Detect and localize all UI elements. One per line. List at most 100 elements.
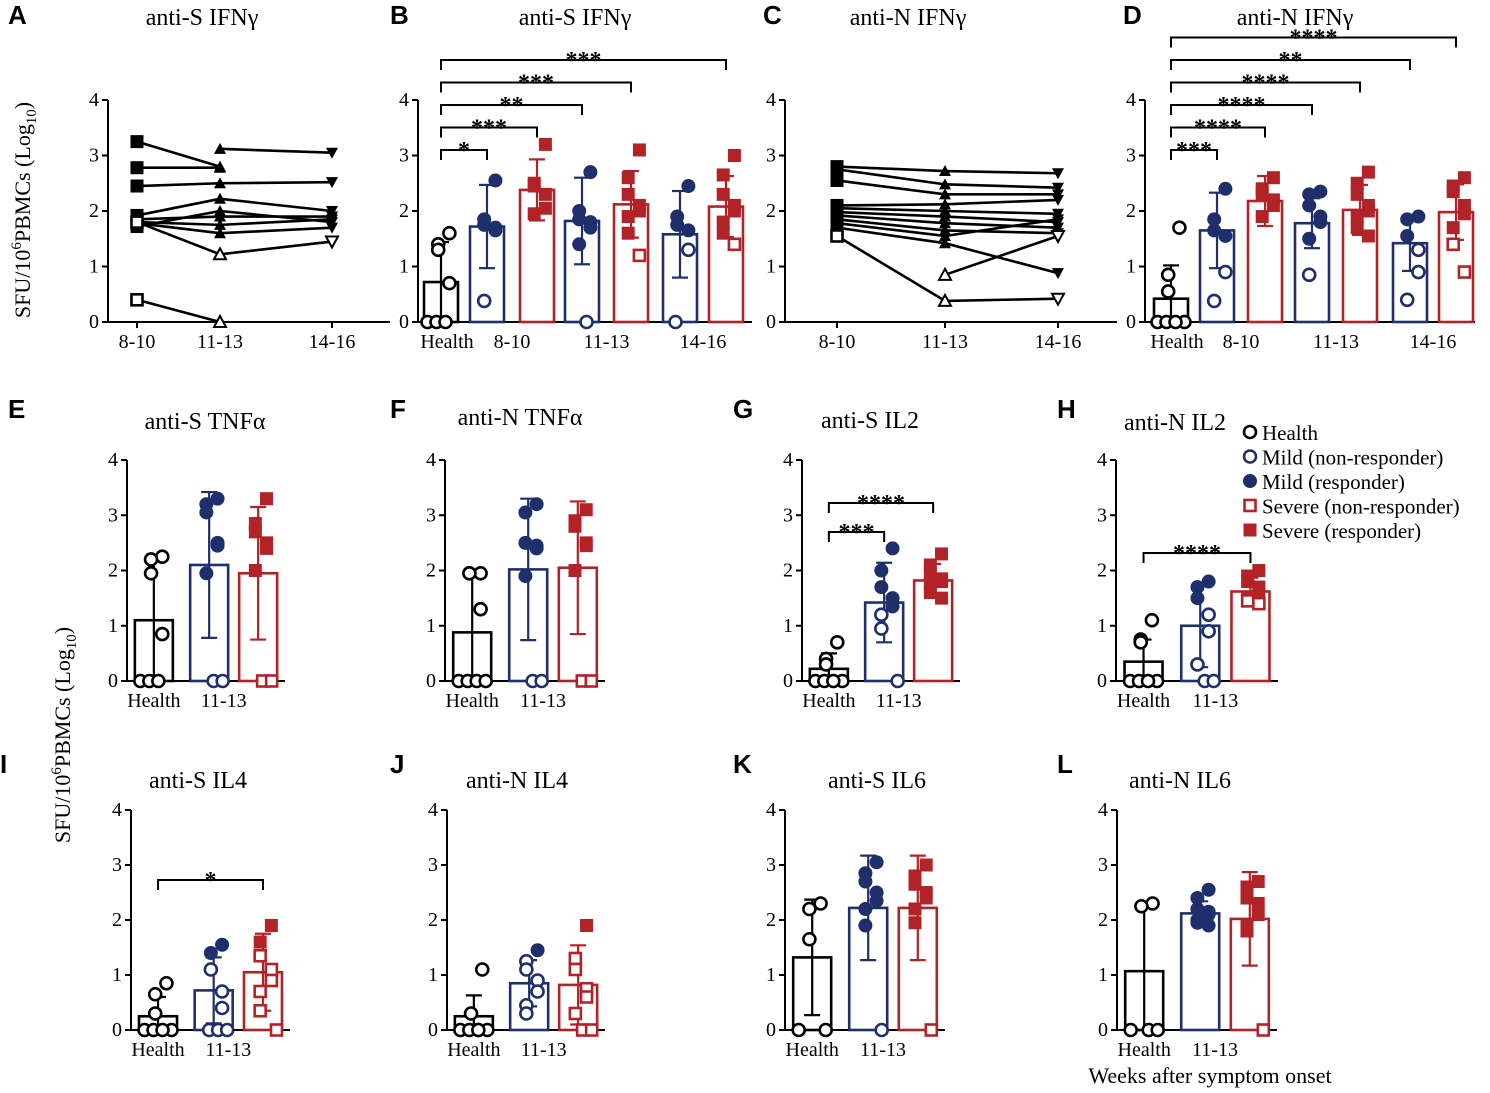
data-point-F-1-4 — [529, 541, 544, 556]
series-point-A-0-0 — [130, 135, 144, 149]
data-point-D-3-6 — [1301, 267, 1317, 283]
y-tick-label-H-2: 2 — [1097, 560, 1107, 582]
y-tick-label-G-0: 0 — [783, 670, 793, 692]
legend-label-2: Mild (responder) — [1262, 470, 1405, 494]
data-point-B-1-0 — [488, 173, 503, 188]
data-point-K-2-2 — [908, 877, 922, 891]
data-point-K-0-4 — [791, 1022, 807, 1038]
data-point-J-0-1 — [463, 1006, 479, 1021]
x-tick-label-K-0: Health — [786, 1039, 839, 1061]
x-tick-label-A-0: 8-10 — [119, 331, 156, 353]
data-point-I-0-1 — [147, 986, 163, 1002]
y-tick-label-L-4: 4 — [1098, 799, 1108, 821]
data-point-H-1-0 — [1201, 574, 1216, 589]
data-point-G-1-5 — [874, 607, 889, 623]
series-line-A-2 — [136, 181, 221, 188]
series-point-C-10-0 — [830, 229, 844, 243]
series-line-C-3 — [836, 203, 946, 207]
data-point-L-2-3 — [1251, 897, 1265, 910]
data-point-E-0-2 — [143, 565, 159, 581]
data-point-D-2-2 — [1255, 187, 1269, 201]
data-point-F-2-2 — [568, 519, 582, 533]
data-point-D-5-2 — [1400, 228, 1415, 243]
series-line-C-11 — [944, 234, 1059, 277]
series-point-C-7-1 — [939, 224, 951, 236]
x-tick-label-K-1: 11-13 — [860, 1039, 906, 1061]
series-line-C-9 — [944, 241, 1059, 275]
series-point-A-9-1 — [212, 313, 228, 328]
y-tick-label-D-2: 2 — [1126, 200, 1136, 222]
data-point-B-6-1 — [716, 168, 730, 182]
x-tick-label-H-1: 11-13 — [1192, 690, 1238, 712]
data-point-D-5-4 — [1411, 264, 1426, 280]
data-point-D-5-1 — [1400, 212, 1415, 227]
series-point-C-10-2 — [1050, 292, 1066, 307]
data-point-L-0-3 — [1150, 1022, 1165, 1038]
significance-label-H-0: **** — [1173, 541, 1221, 567]
y-tick-label-A-4: 4 — [89, 89, 99, 111]
data-point-D-6-0 — [1457, 171, 1471, 185]
data-point-G-1-4 — [885, 599, 900, 614]
y-tick-label-F-0: 0 — [426, 670, 436, 692]
data-point-B-6-5 — [716, 215, 730, 229]
data-point-L-2-2 — [1240, 891, 1254, 905]
series-point-C-4-2 — [1052, 208, 1064, 220]
data-point-H-0-2 — [1133, 635, 1149, 650]
x-tick-label-C-2: 14-16 — [1035, 331, 1082, 353]
panel-title-B: anti-S IFNγ — [519, 5, 632, 31]
data-point-L-1-0 — [1201, 882, 1216, 897]
data-point-J-1-2 — [519, 962, 534, 977]
data-point-H-1-3 — [1201, 607, 1216, 623]
panel-title-D: anti-N IFNγ — [1237, 5, 1354, 31]
series-point-A-8-2 — [324, 235, 340, 250]
data-point-K-1-5 — [858, 902, 873, 916]
data-point-D-5-3 — [1411, 242, 1426, 258]
y-axis-label-top: SFU/106PBMCs (Log10) — [9, 102, 40, 318]
y-tick-label-C-4: 4 — [766, 89, 776, 111]
series-point-C-11-2 — [1050, 229, 1066, 245]
series-point-C-5-1 — [939, 210, 951, 222]
data-point-L-0-4 — [1123, 1022, 1138, 1038]
data-point-B-2-3 — [538, 187, 552, 201]
y-tick-label-C-2: 2 — [766, 200, 776, 222]
data-point-F-0-3 — [473, 601, 488, 617]
data-point-I-1-0 — [215, 937, 230, 952]
data-point-K-1-6 — [858, 918, 873, 933]
significance-label-I-0: * — [205, 868, 217, 894]
y-tick-label-J-3: 3 — [428, 854, 438, 876]
series-point-A-5-1 — [214, 218, 226, 230]
panel-label-K: K — [733, 749, 752, 779]
y-tick-label-H-1: 1 — [1097, 615, 1107, 637]
data-point-L-2-1 — [1240, 880, 1254, 894]
y-tick-label-J-4: 4 — [428, 799, 438, 821]
series-line-C-5 — [836, 210, 946, 218]
data-point-D-6-5 — [1446, 221, 1460, 235]
y-axis-label-middle: SFU/106PBMCs (Log10) — [49, 627, 80, 843]
data-point-D-1-2 — [1207, 223, 1222, 238]
data-point-I-2-0 — [264, 919, 278, 932]
x-tick-label-A-2: 14-16 — [309, 331, 356, 353]
significance-label-B-4: *** — [566, 48, 602, 74]
data-point-D-4-6 — [1350, 221, 1364, 235]
y-tick-label-I-4: 4 — [112, 799, 122, 821]
y-tick-label-B-4: 4 — [399, 89, 409, 111]
data-point-B-4-5 — [621, 210, 635, 224]
series-line-C-1 — [836, 168, 946, 186]
y-tick-label-B-2: 2 — [399, 200, 409, 222]
series-point-C-9-1 — [939, 237, 951, 249]
data-point-K-2-0 — [919, 858, 933, 872]
y-tick-label-J-0: 0 — [428, 1019, 438, 1041]
y-tick-label-C-3: 3 — [766, 145, 776, 167]
data-point-G-2-6 — [923, 586, 937, 600]
y-tick-label-A-0: 0 — [89, 311, 99, 333]
data-point-I-0-0 — [159, 975, 174, 991]
y-tick-label-K-3: 3 — [766, 854, 776, 876]
x-tick-label-G-1: 11-13 — [876, 690, 922, 712]
data-point-H-1-4 — [1201, 623, 1216, 639]
significance-label-D-5: **** — [1290, 26, 1338, 52]
series-point-C-1-1 — [939, 178, 951, 190]
series-line-C-0 — [944, 169, 1059, 175]
